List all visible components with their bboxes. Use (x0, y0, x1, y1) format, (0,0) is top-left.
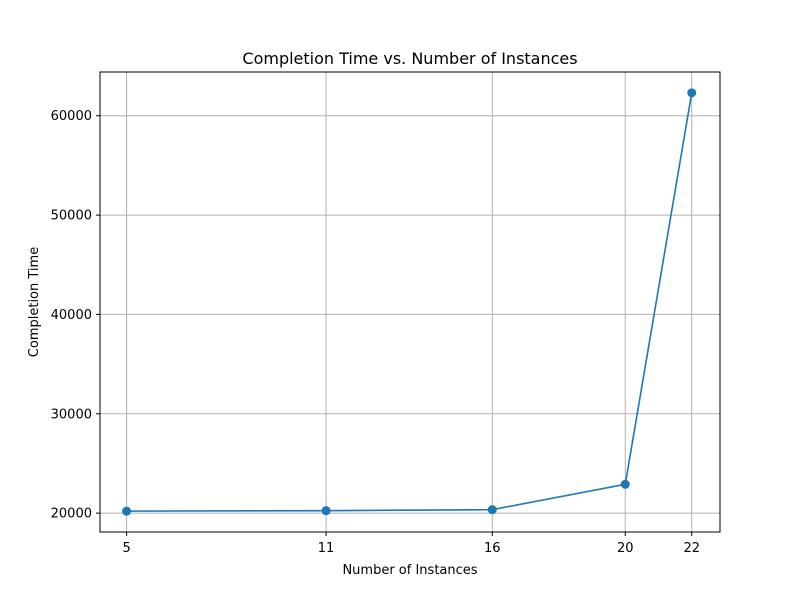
data-point (487, 505, 497, 515)
y-tick-label: 20000 (51, 507, 92, 522)
y-tick-label: 40000 (51, 308, 92, 323)
series-layer (122, 88, 697, 516)
axis-ticks: 5 11 16 20 22 20000 30000 40000 50000 60000 (51, 109, 700, 556)
data-point (687, 88, 697, 98)
x-tick-label: 11 (318, 541, 335, 556)
x-tick-label: 5 (122, 541, 130, 556)
series-line (126, 92, 693, 512)
x-tick-label: 16 (484, 541, 501, 556)
data-point (620, 479, 630, 489)
y-axis-label: Completion Time (27, 247, 42, 357)
y-tick-label: 30000 (51, 407, 92, 422)
x-axis-label: Number of Instances (342, 563, 477, 578)
chart-title: Completion Time vs. Number of Instances (242, 49, 577, 68)
grid (100, 72, 720, 532)
data-point (321, 506, 331, 516)
y-tick-label: 60000 (51, 109, 92, 124)
x-tick-label: 22 (683, 541, 700, 556)
data-point (122, 506, 132, 516)
y-tick-label: 50000 (51, 209, 92, 224)
plot-frame (99, 71, 721, 533)
x-tick-label: 20 (617, 541, 634, 556)
